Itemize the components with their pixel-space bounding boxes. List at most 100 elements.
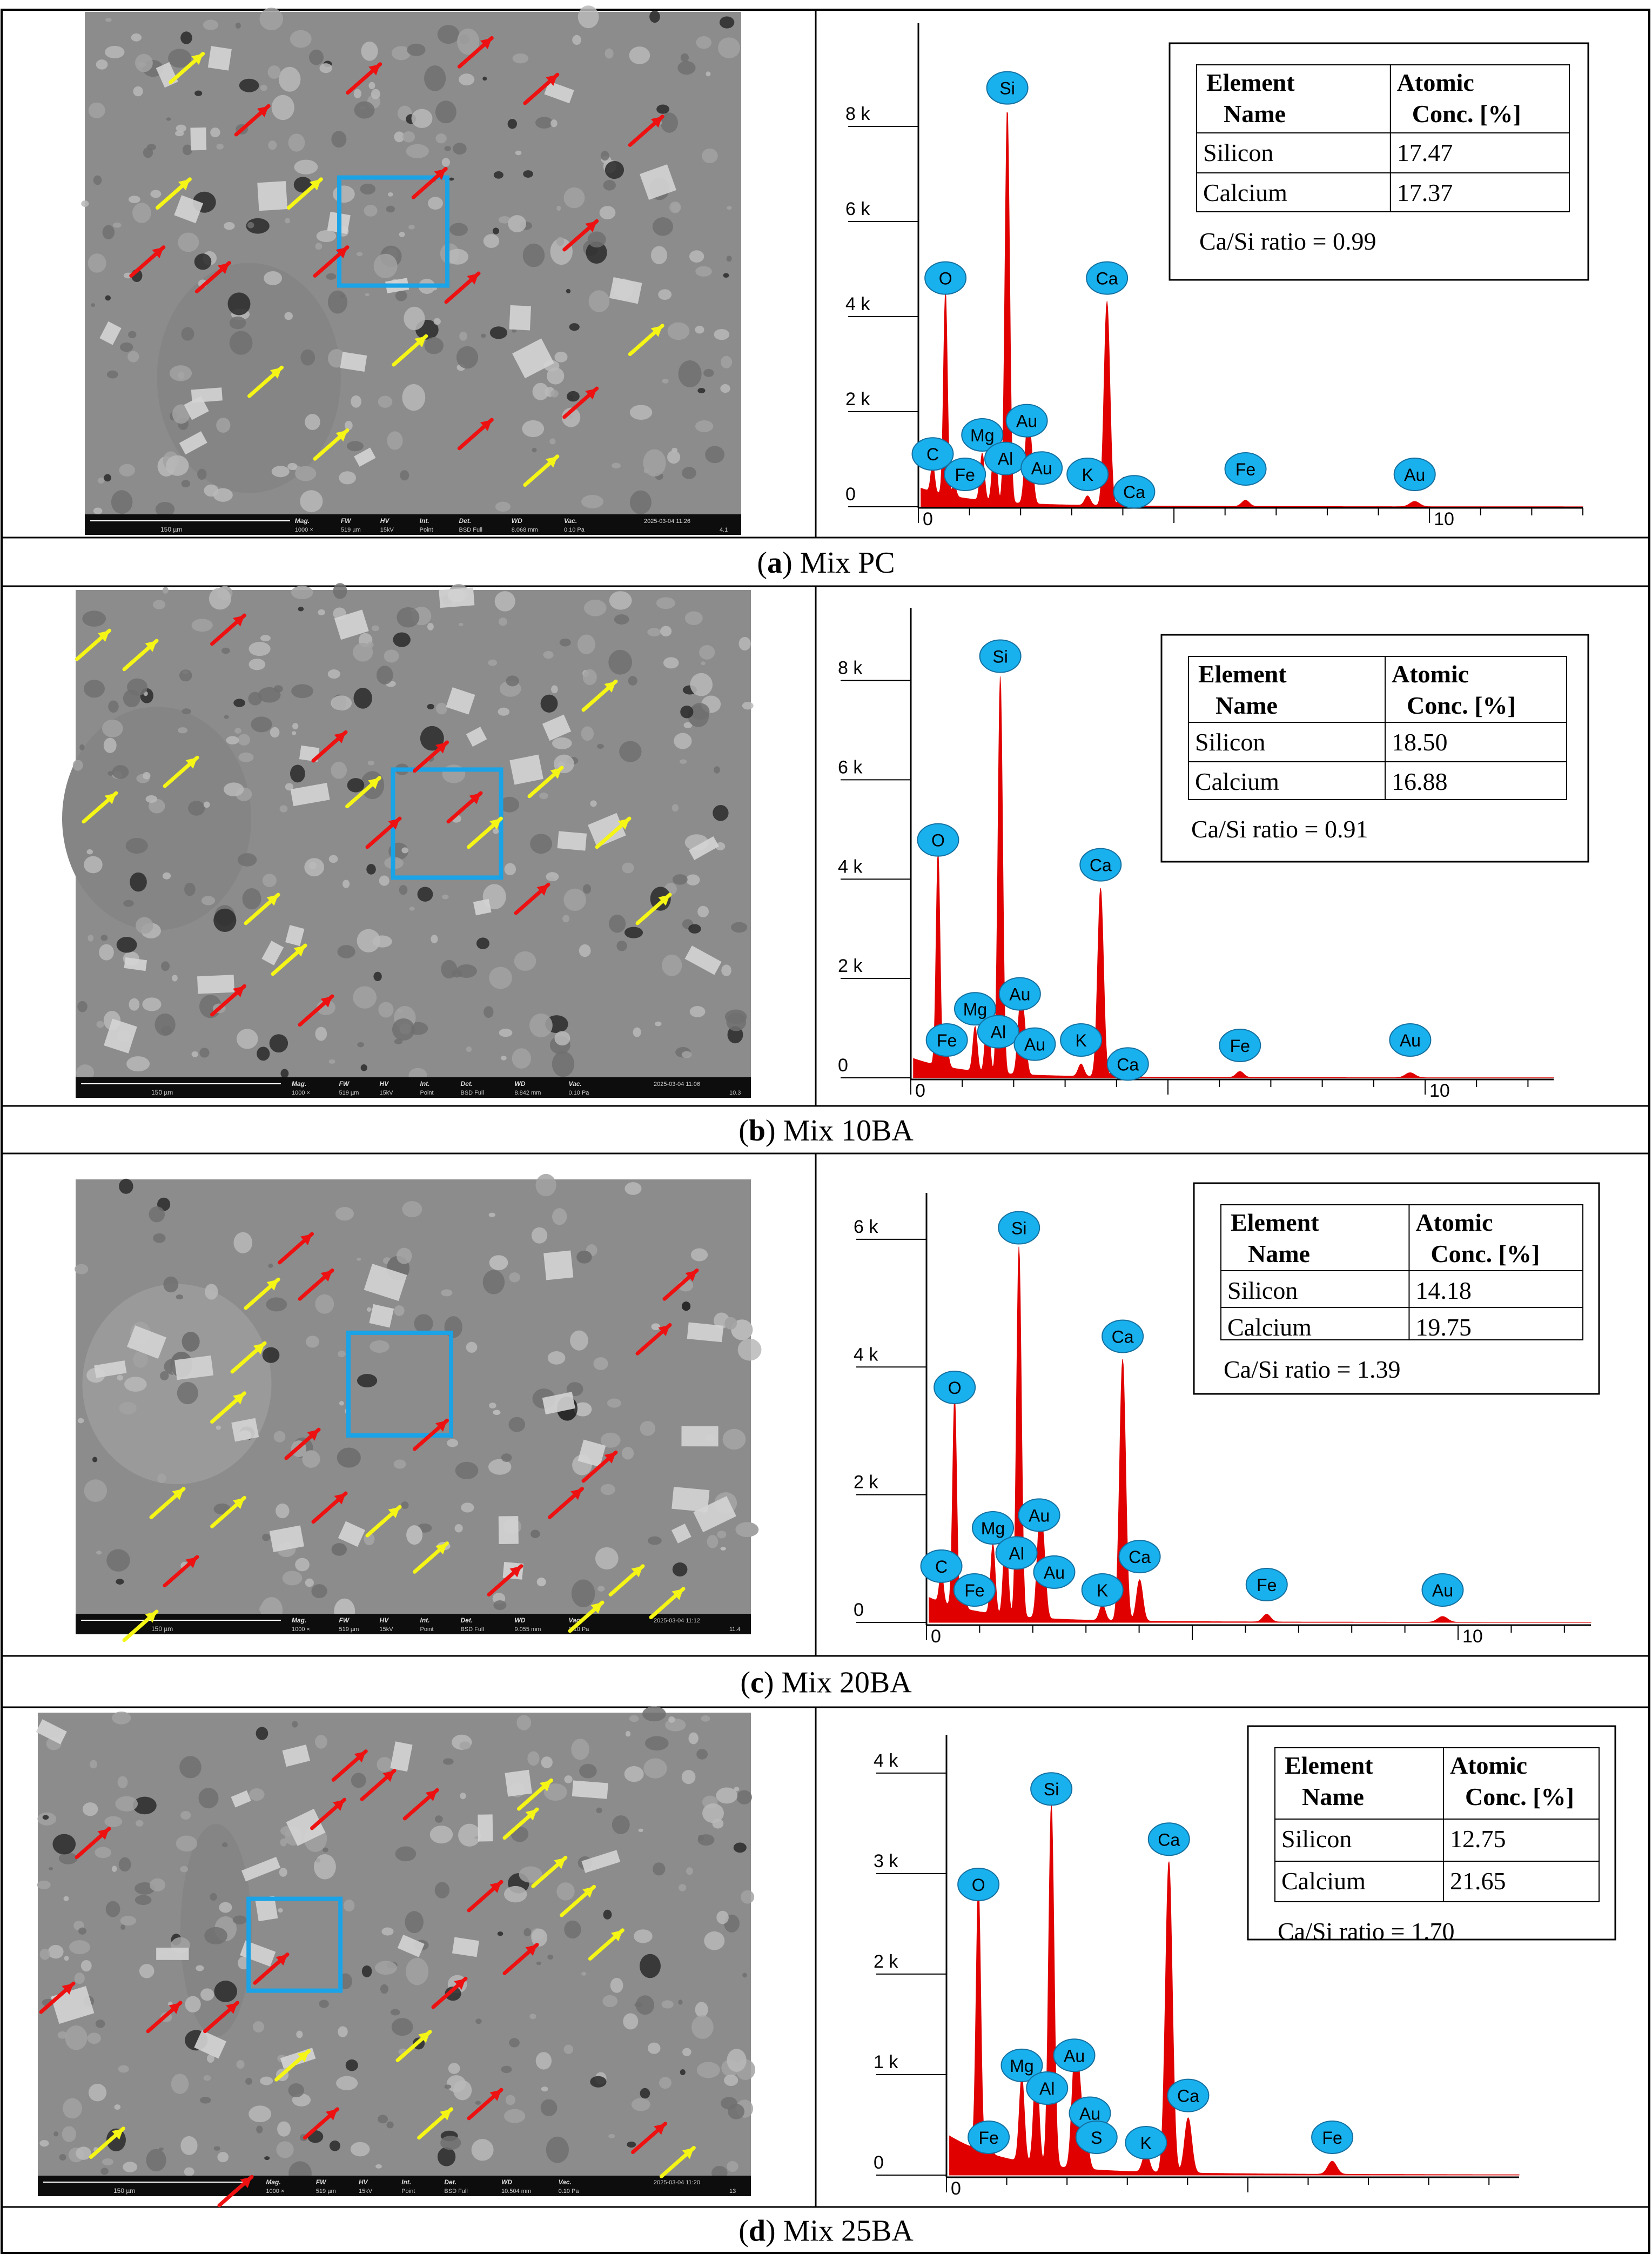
sem-grain bbox=[351, 395, 361, 408]
sem-bright-particle bbox=[478, 1814, 493, 1842]
sem-grain bbox=[662, 378, 669, 384]
sem-grain bbox=[150, 190, 162, 198]
sem-grain bbox=[287, 462, 298, 471]
table-cell-element: Silicon bbox=[1281, 1825, 1352, 1853]
element-label-text: Fe bbox=[937, 1031, 957, 1050]
sem-grain bbox=[724, 2074, 738, 2086]
sem-grain bbox=[105, 295, 111, 301]
sem-grain bbox=[559, 638, 571, 647]
sem-grain bbox=[679, 1884, 687, 1891]
sem-grain bbox=[722, 1428, 746, 1450]
sem-grain bbox=[595, 1547, 619, 1570]
sem-grain bbox=[302, 1450, 320, 1468]
sem-grain bbox=[556, 205, 561, 211]
sem-grain bbox=[735, 1522, 759, 1537]
sem-info-value: 1000 × bbox=[292, 1090, 310, 1096]
sem-grain bbox=[603, 1909, 612, 1920]
sem-grain bbox=[696, 36, 712, 49]
table-header-element: Element bbox=[1285, 1752, 1373, 1779]
sem-grain bbox=[76, 2146, 91, 2160]
sem-info-value: 0.10 Pa bbox=[564, 527, 585, 533]
sem-grain bbox=[400, 470, 409, 481]
sem-info-header: Mag. bbox=[292, 1080, 306, 1088]
sem-grain bbox=[278, 1908, 283, 1913]
sem-grain bbox=[532, 383, 549, 400]
sem-grain bbox=[475, 2018, 482, 2024]
element-label-text: O bbox=[948, 1378, 962, 1398]
sem-micrograph: 150 µm Mag. 1000 × FW 519 µm HV 15kV Int. Point D… bbox=[75, 1173, 762, 1642]
sem-grain bbox=[702, 148, 718, 164]
sem-grain bbox=[357, 1042, 364, 1048]
sem-grain bbox=[155, 502, 175, 517]
sem-image-id: 11.4 bbox=[729, 1626, 741, 1633]
element-label-bubble bbox=[953, 1573, 996, 1607]
element-label-fe: Fe bbox=[925, 1023, 968, 1057]
sem-grain bbox=[184, 2167, 194, 2177]
sem-bright-particle bbox=[543, 1250, 574, 1280]
arrow-head bbox=[658, 895, 670, 906]
sem-grain bbox=[119, 1401, 137, 1414]
sem-grain bbox=[238, 734, 251, 746]
sem-grain bbox=[371, 89, 380, 99]
sem-grain bbox=[273, 1431, 286, 1443]
element-label-bubble bbox=[1030, 1772, 1073, 1806]
arrow-head bbox=[435, 1543, 447, 1555]
sem-grain bbox=[300, 490, 323, 513]
sem-grain bbox=[378, 1002, 394, 1018]
sem-grain bbox=[727, 2161, 738, 2172]
sem-grain bbox=[112, 1711, 131, 1725]
element-label-o: O bbox=[957, 1867, 1000, 1901]
element-label-bubble bbox=[1060, 1023, 1103, 1057]
sem-grain bbox=[379, 875, 390, 886]
sem-grain bbox=[278, 66, 301, 92]
sem-grain bbox=[499, 1029, 513, 1037]
sem-micrograph: 150 µm Mag. 1000 × FW 519 µm HV 15kV Int. Point D… bbox=[36, 1706, 755, 2208]
sem-grain bbox=[282, 1571, 303, 1586]
sem-grain bbox=[406, 144, 429, 158]
element-label-text: Si bbox=[992, 647, 1008, 667]
sem-grain bbox=[547, 1351, 566, 1365]
sem-grain bbox=[446, 2075, 466, 2092]
sem-grain bbox=[142, 772, 151, 780]
sem-grain bbox=[546, 2136, 569, 2163]
sem-grain bbox=[564, 1775, 573, 1783]
y-tick-label: 0 bbox=[845, 484, 856, 505]
sem-bright-particle bbox=[688, 836, 719, 860]
y-tick-label: 2 k bbox=[874, 1951, 898, 1972]
sem-grain bbox=[690, 1248, 708, 1262]
element-label-o: O bbox=[924, 261, 967, 295]
sem-bright-particle bbox=[577, 1439, 606, 1467]
sem-grain bbox=[703, 368, 714, 377]
sem-grain bbox=[727, 2049, 747, 2072]
sem-grain bbox=[738, 636, 751, 650]
sem-grain bbox=[118, 2065, 129, 2073]
sem-bright-particle bbox=[505, 1769, 532, 1797]
arrow-head bbox=[97, 1828, 109, 1840]
sem-micrograph: 150 µm Mag. 1000 × FW 519 µm HV 15kV Int. Point D… bbox=[81, 5, 741, 535]
sem-bright-particle bbox=[269, 1525, 305, 1552]
element-label-bubble bbox=[1224, 452, 1267, 486]
sem-grain bbox=[128, 196, 140, 204]
sem-grain bbox=[498, 618, 507, 626]
sem-grain bbox=[271, 95, 294, 120]
arrow-head bbox=[550, 768, 562, 779]
arrow-head bbox=[368, 777, 380, 789]
sem-grain bbox=[563, 888, 586, 911]
sem-grain bbox=[624, 1766, 644, 1782]
sem-grain bbox=[135, 1820, 144, 1827]
sem-bright-particle bbox=[581, 1850, 621, 1873]
element-label-bubble bbox=[998, 977, 1041, 1011]
sem-bright-particle bbox=[588, 813, 626, 848]
sem-grain bbox=[48, 1944, 64, 1959]
sem-grain bbox=[172, 975, 178, 982]
sem-grain bbox=[543, 650, 554, 659]
arrow-head bbox=[604, 1452, 616, 1464]
sem-scale-label: 150 µm bbox=[151, 1089, 173, 1096]
sem-grain bbox=[550, 390, 559, 398]
sem-bright-particle bbox=[390, 1741, 413, 1772]
sem-info-value: 10.504 mm bbox=[501, 2188, 531, 2195]
sem-grain bbox=[424, 337, 444, 354]
sem-grain bbox=[599, 206, 616, 220]
table-cell-element: Silicon bbox=[1195, 728, 1265, 756]
element-label-text: Si bbox=[1044, 1780, 1059, 1799]
